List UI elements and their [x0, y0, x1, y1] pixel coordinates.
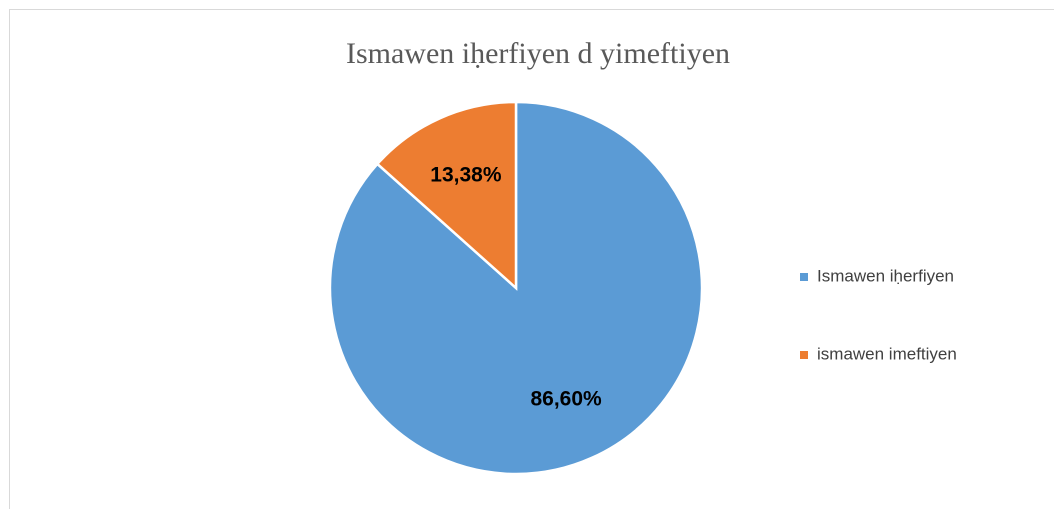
legend-label: ismawen imeftiyen	[817, 344, 957, 363]
legend-swatch	[800, 351, 808, 359]
legend-swatch	[800, 273, 808, 281]
legend-label: Ismawen iḥerfiyen	[817, 266, 954, 285]
chart-frame	[9, 9, 1054, 509]
legend: Ismawen iḥerfiyen ismawen imeftiyen	[800, 266, 957, 363]
pie-slice	[375, 100, 518, 291]
data-label: 86,60%	[530, 388, 602, 411]
pie: 86,60% 13,38%	[328, 100, 704, 476]
data-label: 13,38%	[430, 163, 502, 186]
chart-title: Ismawen iḥerfiyen d yimeftiyen	[346, 37, 730, 70]
